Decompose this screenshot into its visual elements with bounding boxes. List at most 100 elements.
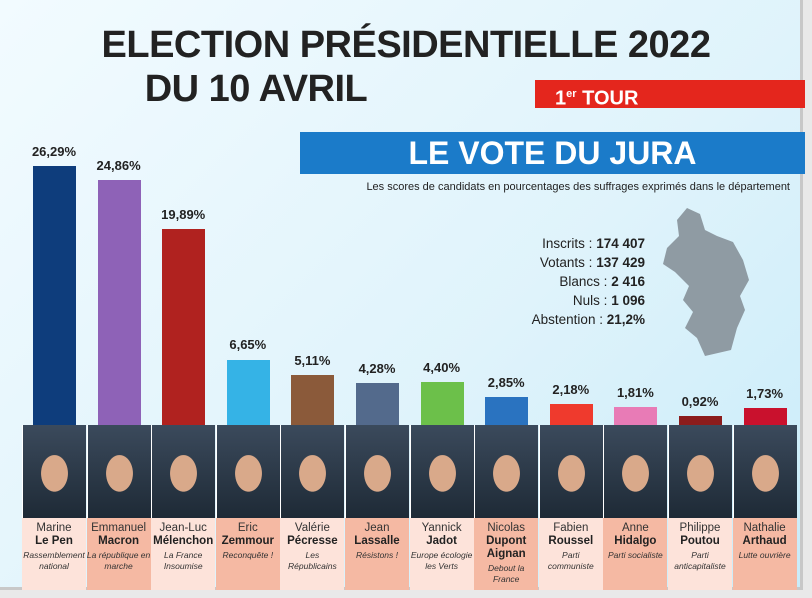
candidate-last-name: Roussel (548, 535, 594, 547)
candidate-label: Nicolas Dupont Aignan Debout la France (474, 518, 539, 590)
bar-value-label: 0,92% (681, 393, 719, 409)
bar-value-label: 1,81% (616, 385, 654, 401)
candidate-photo (151, 425, 216, 518)
title-line-2: DU 10 AVRIL (144, 68, 368, 110)
candidate-first-name: Fabien (553, 522, 589, 534)
candidate-label: Yannick Jadot Europe écologie les Verts (409, 518, 474, 590)
stat-value: 137 429 (596, 255, 645, 270)
stat-label: Blancs : (559, 274, 608, 289)
candidate-last-name: Mélenchon (153, 535, 214, 547)
candidate-first-name: Nathalie (743, 522, 786, 534)
bar-value-label: 4,28% (358, 360, 396, 376)
candidate-label: Valérie Pécresse Les Républicains (280, 518, 345, 590)
tour-suffix: er (566, 88, 577, 100)
candidate-first-name: Yannick (421, 522, 462, 534)
candidate-last-name: Hidalgo (614, 535, 657, 547)
candidate-last-name: Poutou (680, 535, 720, 547)
bar (97, 180, 141, 425)
candidate-party: Debout la France (487, 563, 525, 584)
bar (162, 229, 206, 425)
candidate-photo (409, 425, 474, 518)
candidate-photo (280, 425, 345, 518)
tour-badge: 1er TOUR (535, 80, 805, 110)
candidate-party: Résistons ! (355, 550, 399, 560)
candidate-party: Parti anticapitaliste (674, 550, 726, 571)
candidate-photo (474, 425, 539, 518)
bar (549, 403, 593, 425)
stat-label: Abstention : (531, 312, 603, 327)
candidate-party: Europe écologie les Verts (410, 550, 473, 571)
bar-column: 1,81% (603, 0, 667, 425)
candidate-party: Lutte ouvrière (738, 550, 791, 560)
bar-value-label: 2,18% (552, 381, 590, 397)
stats-block: Inscrits : 174 407 Votants : 137 429 Blanc… (470, 234, 645, 329)
bar-column: 26,29% (22, 0, 86, 425)
bar (420, 381, 464, 425)
tour-label: TOUR (582, 87, 639, 110)
stat-label: Votants : (539, 255, 593, 270)
candidate-party: La république en marche (86, 550, 151, 571)
bar (356, 382, 399, 425)
bar-column: 5,11% (280, 0, 344, 425)
candidate-label: Anne Hidalgo Parti socialiste (603, 518, 668, 590)
stat-value: 1 096 (611, 293, 645, 308)
tour-number: 1 (555, 87, 567, 110)
bar-value-label: 6,65% (229, 337, 267, 353)
candidate-photo (668, 425, 732, 518)
bar (614, 407, 658, 425)
bar-value-label: 2,85% (487, 374, 525, 390)
candidate-first-name: Nicolas (487, 522, 526, 534)
bar (485, 396, 529, 425)
bar-value-label: 5,11% (294, 352, 331, 368)
candidate-photo (603, 425, 668, 518)
candidate-last-name: Arthaud (742, 535, 787, 547)
candidate-party: Parti socialiste (607, 550, 663, 560)
stat-row: Inscrits : 174 407 (470, 234, 645, 253)
bar (679, 415, 722, 425)
candidate-label: Nathalie Arthaud Lutte ouvrière (732, 518, 797, 590)
candidate-label: Jean-Luc Mélenchon La France Insoumise (151, 518, 216, 590)
candidate-label: Fabien Roussel Parti communiste (538, 518, 603, 590)
candidate-first-name: Anne (621, 522, 649, 534)
bar-column: 6,65% (216, 0, 280, 425)
candidate-label: Emmanuel Macron La république en marche (86, 518, 151, 590)
candidate-party: Les Républicains (288, 550, 337, 571)
stat-value: 174 407 (596, 236, 645, 251)
bar-value-label: 26,29% (31, 144, 77, 160)
candidate-party: Parti communiste (547, 550, 594, 571)
candidate-last-name: Macron (98, 535, 140, 547)
candidate-last-name: Pécresse (287, 535, 338, 547)
bar-column: 1,73% (733, 0, 797, 425)
candidate-first-name: Eric (237, 522, 258, 534)
bar (33, 166, 76, 425)
candidate-label: Eric Zemmour Reconquête ! (215, 518, 280, 590)
bar-column: 4,28% (345, 0, 409, 425)
infographic: ELECTION PRÉSIDENTIELLE 2022 DU 10 AVRIL… (0, 0, 805, 590)
candidate-photo (22, 425, 86, 518)
title-line-1: ELECTION PRÉSIDENTIELLE 2022 (101, 24, 711, 66)
bar (226, 359, 270, 425)
bar-value-label: 1,73% (746, 385, 784, 401)
bar (291, 374, 335, 425)
candidate-first-name: Philippe (679, 522, 721, 534)
stat-value: 2 416 (611, 274, 645, 289)
candidate-last-name: Jadot (426, 535, 457, 547)
candidate-photo (86, 425, 151, 518)
candidate-first-name: Valérie (294, 522, 330, 534)
stat-row: Nuls : 1 096 (470, 291, 645, 310)
bar-value-label: 4,40% (423, 359, 461, 375)
candidate-party: La France Insoumise (163, 550, 203, 571)
department-title: LE VOTE DU JURA (300, 132, 805, 174)
bar-column: 0,92% (668, 0, 732, 425)
candidate-photo (732, 425, 797, 518)
stat-value: 21,2% (606, 312, 645, 327)
candidate-photo (345, 425, 409, 518)
candidate-first-name: Emmanuel (91, 522, 147, 534)
candidate-first-name: Jean (364, 522, 390, 534)
candidate-party: Rassemblement national (23, 550, 85, 571)
bar (743, 407, 787, 425)
stat-label: Nuls : (572, 293, 608, 308)
bar-column: 19,89% (151, 0, 215, 425)
stat-row: Blancs : 2 416 (470, 272, 645, 291)
stat-row: Abstention : 21,2% (470, 310, 645, 329)
